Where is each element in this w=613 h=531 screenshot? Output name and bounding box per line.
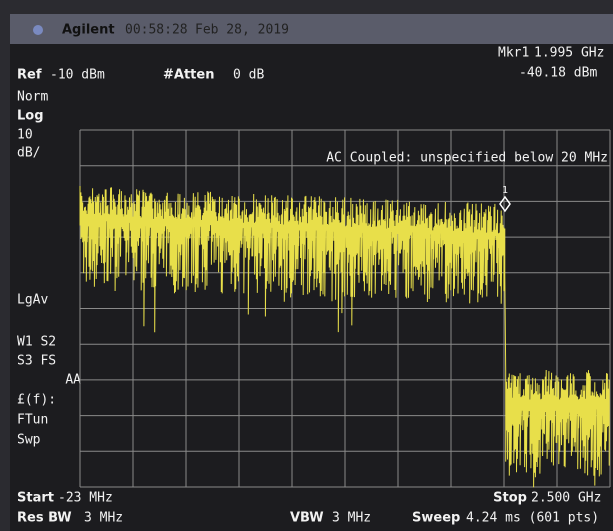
marker-id: 1 (502, 185, 508, 196)
side-label: FTun (17, 413, 48, 428)
brand: Agilent (62, 23, 115, 38)
ref-label: Ref (17, 68, 42, 83)
rbw-value: 3 MHz (84, 511, 123, 526)
side-label: S3 FS (17, 354, 56, 369)
marker-frequency: 1.995 GHz (534, 46, 604, 61)
marker-label: Mkr1 (498, 46, 529, 61)
atten-value: 0 dB (233, 68, 264, 83)
stop-value: 2.500 GHz (531, 491, 601, 506)
vbw-value: 3 MHz (332, 511, 371, 526)
sweep-label: Sweep (412, 511, 460, 526)
time: 00:58:28 (125, 23, 188, 38)
side-label: Swp (17, 433, 41, 448)
side-label: 10 (17, 128, 33, 143)
date: Feb 28, 2019 (195, 23, 289, 38)
logo (33, 25, 43, 35)
side-label: W1 S2 (17, 335, 56, 350)
side-label: LgAv (17, 293, 48, 308)
marker-level: -40.18 dBm (519, 66, 597, 81)
side-label: AA (65, 373, 81, 388)
side-label: £(f): (17, 393, 56, 408)
start-label: Start (17, 491, 54, 506)
annotation: AC Coupled: unspecified below 20 MHz (326, 151, 608, 166)
analyzer-screen: Agilent 00:58:28 Feb 28, 2019 Mkr1 1.995… (0, 0, 613, 531)
side-label: Log (17, 109, 44, 124)
rbw-label: Res BW (17, 511, 72, 526)
side-label: Norm (17, 90, 48, 105)
side-label: dB/ (17, 146, 40, 161)
ref-value: -10 dBm (50, 68, 105, 83)
sweep-value: 4.24 ms (601 pts) (466, 511, 599, 526)
vbw-label: VBW (290, 511, 324, 526)
atten-label: #Atten (163, 68, 214, 83)
start-value: -23 MHz (58, 491, 113, 506)
stop-label: Stop (493, 491, 527, 506)
